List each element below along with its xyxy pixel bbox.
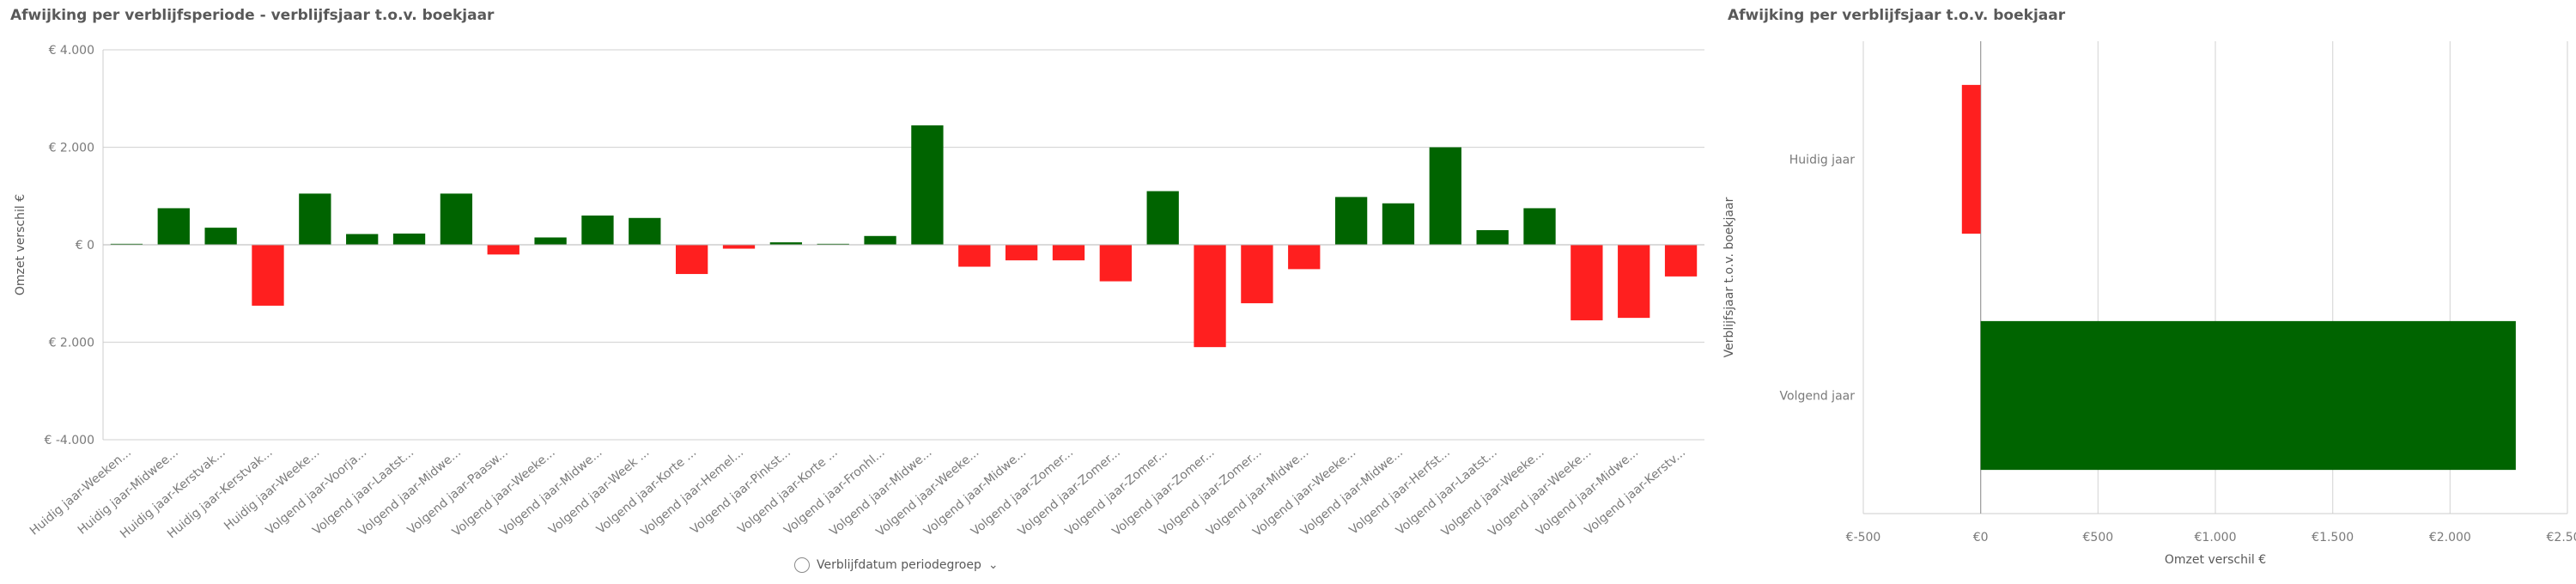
left-bar-chart: € 4.000 € 2.000 € 0 € 2.000 € -4.000 Omzet ve… [14,44,1704,541]
bar [440,193,473,245]
y-tick-label: Volgend jaar [1780,390,1856,404]
x-tick-label: €1.000 [2195,531,2237,544]
bar [1980,320,2516,471]
bar [1382,203,1415,245]
bar [629,217,661,245]
bar [958,245,991,267]
bar [581,215,614,245]
bar [1664,245,1698,277]
x-tick-label: €1.500 [2312,531,2354,544]
bar [534,237,567,245]
x-tick-label: €2.000 [2429,531,2471,544]
bar [769,242,803,245]
right-bar-chart: €-500 €0 €500 €1.000 €1.500 €2.000 €2.500 Omzet… [1722,41,2576,567]
bar [722,245,756,249]
y-tick-label: € 2.000 [49,337,94,350]
y-axis-title: Verblijfsjaar t.o.v. boekjaar [1722,197,1736,357]
y-tick-label: € 2.000 [49,142,94,155]
bar [1429,147,1461,245]
bar [1194,245,1226,348]
bar [1571,245,1603,320]
bar [346,234,379,245]
bar [911,125,944,245]
bar [1005,245,1038,261]
x-tick-label: €2.500 [2547,531,2576,544]
bar [1288,245,1321,270]
chart-panel-left: Afwijking per verblijfsperiode - verblij… [10,7,1704,577]
bar [1099,245,1132,282]
chart-title: Afwijking per verblijfsperiode - verblij… [10,7,495,24]
chart-panel-right: Afwijking per verblijfsjaar t.o.v. boekj… [1717,0,2576,584]
bar [864,235,896,245]
chevron-down-icon: ⌄ [987,558,999,572]
bar [1523,208,1556,245]
bar [157,208,190,245]
search-icon [794,557,810,573]
chart-title: Afwijking per verblijfsjaar t.o.v. boekj… [1728,7,2066,24]
bar [676,245,708,275]
bar [299,193,331,245]
x-tick-label: €0 [1973,531,1989,544]
bar [487,245,519,255]
x-tick-label: €500 [2083,531,2114,544]
x-axis-title: Omzet verschil € [2165,553,2266,567]
bar [392,233,426,245]
bar [1618,245,1650,319]
bar [1052,245,1085,261]
y-tick-label: € 4.000 [49,44,94,58]
bar [1334,197,1368,245]
x-tick-label: €-500 [1846,531,1881,544]
dimension-selector-label: Verblijfdatum periodegroep [817,558,981,572]
bar [1961,84,1981,234]
dimension-selector[interactable]: Verblijfdatum periodegroep ⌄ [794,553,999,577]
y-tick-label: € -4.000 [45,434,95,447]
bar [1476,229,1509,245]
bar [252,245,284,306]
bar [1241,245,1273,304]
bar [1146,191,1179,245]
y-axis-title: Omzet verschil € [14,194,27,295]
y-tick-label: Huidig jaar [1789,154,1855,167]
y-tick-label: € 0 [76,239,94,252]
bar [204,228,237,245]
